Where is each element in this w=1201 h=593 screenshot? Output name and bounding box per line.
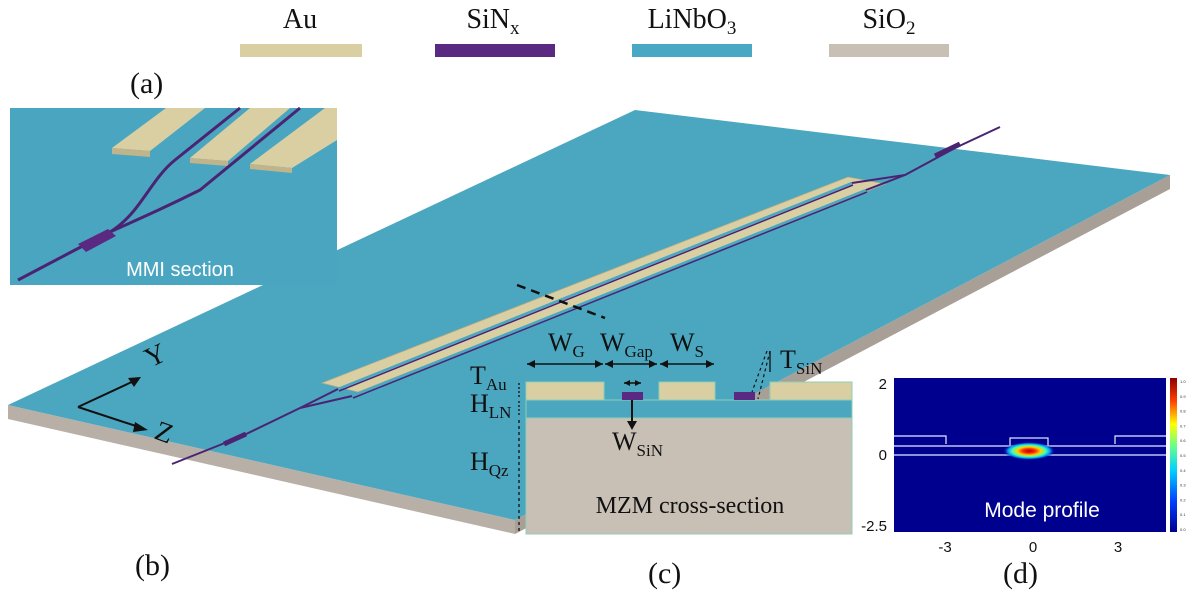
legend-item-au: Au bbox=[240, 4, 362, 57]
dim-wg: WG bbox=[548, 328, 585, 361]
panel-label-d: (d) bbox=[1003, 557, 1038, 590]
electrode-ground-left bbox=[525, 381, 605, 401]
mode-xtick-right: 3 bbox=[1114, 539, 1122, 556]
waveguide-core-2 bbox=[352, 191, 868, 399]
axis-z-arrow bbox=[77, 406, 143, 429]
ln-film bbox=[525, 399, 853, 419]
colorbar-tick-label: 1.0 bbox=[1180, 379, 1186, 384]
inset-waveguide-2 bbox=[109, 106, 301, 234]
substrate-edge bbox=[8, 405, 515, 534]
legend-label-linbo3: LiNbO3 bbox=[648, 4, 737, 39]
tsin-dash-1 bbox=[751, 350, 768, 393]
legend-swatch-sio2 bbox=[829, 44, 949, 57]
dim-wsin: WSiN bbox=[612, 427, 663, 460]
mode-ytick-top: 2 bbox=[879, 376, 887, 393]
inset-electrode-1-edge bbox=[112, 148, 150, 157]
legend-label-sinx: SiNx bbox=[466, 4, 520, 39]
mmi-right bbox=[933, 141, 962, 159]
quartz-substrate bbox=[525, 417, 853, 535]
inset-caption: MMI section bbox=[126, 259, 234, 281]
axis-y-arrow bbox=[77, 379, 137, 408]
electrode-gap-2 bbox=[351, 188, 867, 398]
dim-tsin: TSiN bbox=[780, 345, 822, 378]
legend-item-sinx: SiNx bbox=[435, 4, 555, 57]
legend-item-sio2: SiO2 bbox=[829, 4, 949, 57]
legend-label-sio2: SiO2 bbox=[862, 4, 915, 39]
colorbar-tick-label: 0.1 bbox=[1180, 512, 1186, 517]
inset-electrode-3-edge bbox=[250, 164, 292, 173]
dim-hqz: HQz bbox=[470, 447, 509, 480]
colorbar-tick-label: 0.6 bbox=[1180, 438, 1186, 443]
legend-item-linbo3: LiNbO3 bbox=[632, 4, 752, 57]
mode-xtick-left: -3 bbox=[938, 539, 951, 556]
colorbar-tick-label: 0.9 bbox=[1180, 394, 1186, 399]
mode-caption: Mode profile bbox=[984, 499, 1100, 522]
wsin-arrowhead bbox=[627, 421, 637, 430]
sin-waveguide-2 bbox=[734, 392, 755, 400]
panel-label-b: (b) bbox=[135, 549, 170, 582]
inset-mmi-block bbox=[78, 229, 116, 252]
legend: Au SiNx LiNbO3 SiO2 bbox=[240, 4, 949, 57]
cross-section-caption: MZM cross-section bbox=[596, 493, 785, 519]
axis-y-head bbox=[128, 377, 141, 387]
cross-section: WG WGap WS TSiN TAu HLN HQz WSiN MZM cro… bbox=[470, 328, 853, 535]
mode-xtick-mid: 0 bbox=[1029, 539, 1037, 556]
mode-ytick-bottom: -2.5 bbox=[861, 518, 887, 535]
cut-line bbox=[516, 283, 606, 320]
waveguide-core-1 bbox=[338, 184, 854, 392]
colorbar-tick-label: 0.8 bbox=[1180, 409, 1186, 414]
legend-label-au: Au bbox=[283, 4, 317, 35]
dim-hln: HLN bbox=[470, 389, 511, 422]
electrode-gap-1 bbox=[337, 181, 853, 391]
tsin-dash-2 bbox=[757, 350, 771, 400]
panel-label-c: (c) bbox=[648, 557, 681, 590]
colorbar-tick-label: 0.4 bbox=[1180, 468, 1186, 473]
sin-waveguide-1 bbox=[622, 392, 643, 400]
inset-electrode-2 bbox=[190, 108, 290, 161]
mmi-inset: MMI section bbox=[10, 106, 337, 285]
panel-label-a: (a) bbox=[130, 67, 163, 100]
colorbar-tick-label: 0.5 bbox=[1180, 453, 1186, 458]
dim-wgap: WGap bbox=[600, 328, 653, 361]
colorbar-tick-label: 0.7 bbox=[1180, 423, 1186, 428]
dim-ws: WS bbox=[670, 328, 704, 361]
electrode-signal bbox=[658, 381, 716, 401]
dim-tau: TAu bbox=[470, 361, 507, 394]
colorbar-tick-label: 0.2 bbox=[1180, 497, 1186, 502]
mode-field bbox=[1003, 442, 1055, 460]
colorbar-tick-label: 0.0 bbox=[1180, 527, 1186, 532]
electrode-ground-right bbox=[769, 381, 853, 401]
inset-electrode-1 bbox=[112, 108, 205, 151]
axis-z-head bbox=[133, 422, 148, 432]
width-arrowheads bbox=[527, 360, 714, 386]
legend-swatch-sinx bbox=[435, 44, 555, 57]
mode-ytick-mid: 0 bbox=[879, 447, 887, 464]
mode-profile: Mode profile 2 0 -2.5 -3 0 3 1.0 0.9 0.8 0.… bbox=[861, 376, 1186, 556]
colorbar-tick-label: 0.3 bbox=[1180, 483, 1186, 488]
mmi-left bbox=[222, 431, 248, 447]
legend-swatch-linbo3 bbox=[632, 44, 752, 57]
legend-swatch-au bbox=[240, 44, 362, 57]
colorbar-ticks: 1.0 0.9 0.8 0.7 0.6 0.5 0.4 0.3 0.2 0.1 0.0 bbox=[1180, 379, 1186, 532]
linbo3-slab bbox=[8, 110, 1170, 520]
inset-electrode-2-edge bbox=[190, 158, 228, 166]
colorbar bbox=[1170, 378, 1177, 532]
inset-electrode-3 bbox=[250, 108, 337, 168]
